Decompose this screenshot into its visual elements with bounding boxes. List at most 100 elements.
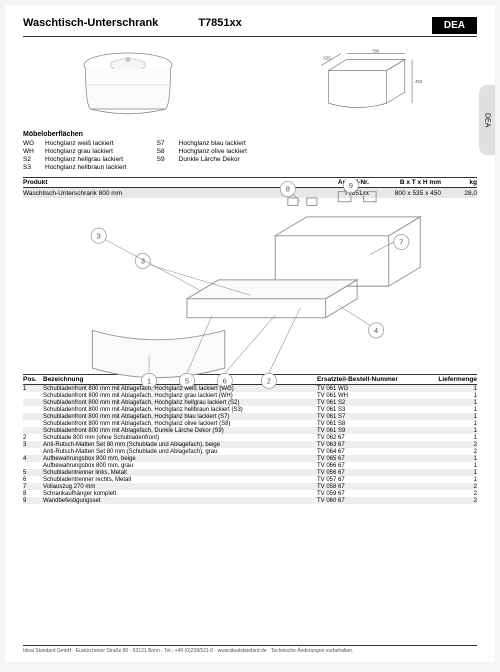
parts-row: 2Schublade 800 mm (ohne Schubladenfront)… (23, 434, 477, 441)
parts-desc: Schubladentrenner rechts, Metall (43, 477, 317, 483)
parts-desc: Schubladentrenner links, Metall (43, 470, 317, 476)
surface-code: WH (23, 148, 39, 155)
surfaces-col-2: S7Hochglanz blau lackiertS8Hochglanz oli… (157, 140, 247, 171)
surface-label: Dunkle Lärche Dekor (179, 156, 240, 163)
parts-desc: Schubladenfront 800 mm mit Ablagefach, H… (43, 421, 317, 427)
header: Waschtisch-Unterschrank T7851xx DEA (23, 17, 477, 37)
surface-item: S3 Hochglanz hellbraun lackiert (23, 164, 127, 171)
product-render (23, 45, 241, 125)
parts-row: Schubladenfront 800 mm mit Ablagefach, H… (23, 406, 477, 413)
parts-num: TV 061 S9 (317, 428, 427, 434)
parts-row: Schubladenfront 800 mm mit Ablagefach, H… (23, 392, 477, 399)
parts-qty: 1 (427, 435, 477, 441)
parts-desc: Schubladenfront 800 mm mit Ablagefach, D… (43, 428, 317, 434)
parts-pos: 2 (23, 435, 43, 441)
parts-desc: Schubladenfront 800 mm mit Ablagefach, H… (43, 386, 317, 392)
parts-num: TV 063 67 (317, 442, 427, 448)
surface-item: S7 Hochglanz blau lackiert (157, 140, 247, 147)
parts-desc: Schrankaufhänger komplett (43, 491, 317, 497)
surface-code: WG (23, 140, 39, 147)
parts-table-body: 1Schubladenfront 800 mm mit Ablagefach, … (23, 385, 477, 504)
parts-qty: 1 (427, 477, 477, 483)
surface-code: S7 (157, 140, 173, 147)
parts-pos (23, 421, 43, 427)
parts-pos (23, 428, 43, 434)
parts-pos (23, 407, 43, 413)
parts-pos (23, 400, 43, 406)
parts-desc: Vollauszug 270 mm (43, 484, 317, 490)
surface-code: S3 (23, 164, 39, 171)
page: Waschtisch-Unterschrank T7851xx DEA DEA (5, 5, 495, 662)
parts-pos (23, 393, 43, 399)
parts-desc: Schubladenfront 800 mm mit Ablagefach, H… (43, 393, 317, 399)
parts-qty: 1 (427, 393, 477, 399)
parts-num: TV 066 67 (317, 463, 427, 469)
parts-num: TV 061 S3 (317, 407, 427, 413)
footer: Ideal Standard GmbH · Euskirchener Straß… (23, 645, 477, 654)
parts-qty: 2 (427, 498, 477, 504)
parts-desc: Schubladenfront 800 mm mit Ablagefach, H… (43, 400, 317, 406)
parts-num: TV 059 67 (317, 491, 427, 497)
surfaces-columns: WGHochglanz weiß lackiertWH Hochglanz gra… (23, 140, 477, 171)
surface-item: WGHochglanz weiß lackiert (23, 140, 127, 147)
parts-hdr-pos: Pos. (23, 376, 43, 383)
parts-desc: Wandbefestigungsset (43, 498, 317, 504)
parts-num: TV 056 67 (317, 470, 427, 476)
parts-num: TV 061 S2 (317, 400, 427, 406)
parts-num: TV 062 67 (317, 435, 427, 441)
surface-label: Hochglanz grau lackiert (45, 148, 113, 155)
surface-label: Hochglanz hellbraun lackiert (45, 164, 127, 171)
parts-row: Schubladenfront 800 mm mit Ablagefach, D… (23, 427, 477, 434)
parts-desc: Anti-Rutsch-Matten Set 80 mm (Schublade … (43, 442, 317, 448)
surface-label: Hochglanz blau lackiert (179, 140, 246, 147)
parts-row: Schubladenfront 800 mm mit Ablagefach, H… (23, 413, 477, 420)
parts-num: TV 061 S8 (317, 421, 427, 427)
surface-code: S9 (157, 156, 173, 163)
surface-label: Hochglanz hellgrau lackiert (45, 156, 123, 163)
parts-num: TV 061 WG (317, 386, 427, 392)
dim-w: 790 (372, 48, 380, 53)
parts-row: 7Vollauszug 270 mmTV 058 672 (23, 483, 477, 490)
parts-hdr-desc: Bezeichnung (43, 376, 317, 383)
parts-pos (23, 463, 43, 469)
parts-row: Anti-Rutsch-Matten Set 80 mm (Schublade … (23, 448, 477, 455)
parts-num: TV 065 67 (317, 456, 427, 462)
parts-desc: Anti-Rutsch-Matten Set 80 mm (Schublade … (43, 449, 317, 455)
parts-pos: 7 (23, 484, 43, 490)
parts-qty: 1 (427, 456, 477, 462)
svg-text:7: 7 (399, 237, 403, 246)
surfaces-col-1: WGHochglanz weiß lackiertWH Hochglanz gra… (23, 140, 127, 171)
parts-row: 1Schubladenfront 800 mm mit Ablagefach, … (23, 385, 477, 392)
parts-pos: 8 (23, 491, 43, 497)
parts-num: TV 064 67 (317, 449, 427, 455)
svg-text:9: 9 (349, 181, 353, 190)
sink-cabinet-icon (68, 45, 196, 125)
parts-qty: 2 (427, 491, 477, 497)
brand-badge: DEA (432, 17, 477, 34)
parts-qty: 1 (427, 421, 477, 427)
parts-num: TV 060 67 (317, 498, 427, 504)
parts-qty: 1 (427, 428, 477, 434)
svg-text:3: 3 (141, 256, 145, 265)
parts-qty: 1 (427, 407, 477, 413)
parts-row: 6Schubladentrenner rechts, MetallTV 057 … (23, 476, 477, 483)
parts-num: TV 057 67 (317, 477, 427, 483)
figures-row: 790 535 450 (23, 45, 477, 125)
dimensions-icon: 790 535 450 (303, 45, 434, 125)
parts-qty: 1 (427, 400, 477, 406)
surfaces-title: Möbeloberflächen (23, 131, 477, 138)
dim-d: 535 (323, 56, 331, 61)
model-number: T7851xx (198, 17, 241, 29)
parts-qty: 2 (427, 442, 477, 448)
parts-hdr-num: Ersatzteil-Bestell-Nummer (317, 376, 427, 383)
parts-pos: 5 (23, 470, 43, 476)
parts-num: TV 058 67 (317, 484, 427, 490)
dimension-drawing: 790 535 450 (259, 45, 477, 125)
svg-text:8: 8 (286, 184, 290, 193)
parts-row: Aufbewahrungsbox 800 mm, grauTV 066 671 (23, 462, 477, 469)
parts-qty: 2 (427, 449, 477, 455)
parts-pos: 3 (23, 442, 43, 448)
surface-code: S8 (157, 148, 173, 155)
parts-row: 8Schrankaufhänger komplettTV 059 672 (23, 490, 477, 497)
parts-num: TV 061 S7 (317, 414, 427, 420)
